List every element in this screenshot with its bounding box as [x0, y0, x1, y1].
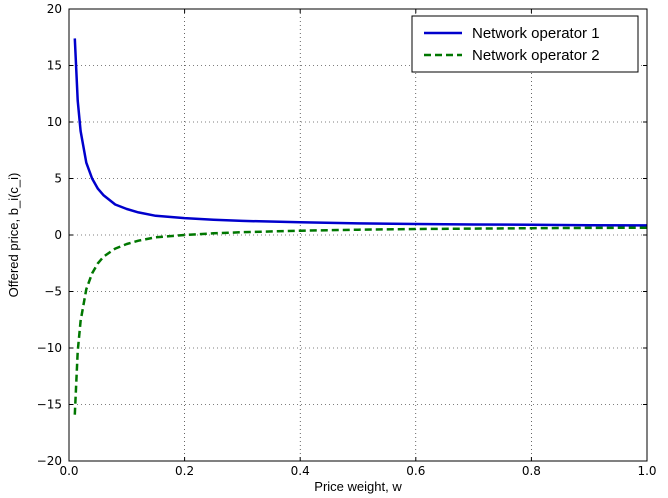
x-tick-label: 0.6: [406, 464, 425, 478]
grid-lines: [69, 9, 647, 461]
y-tick-label: 20: [47, 2, 62, 16]
y-tick-label: −20: [37, 454, 62, 468]
y-tick-label: 0: [54, 228, 62, 242]
x-tick-label: 1.0: [637, 464, 656, 478]
series-layer: [75, 38, 647, 414]
legend: Network operator 1 Network operator 2: [412, 16, 638, 72]
y-tick-label: 15: [47, 59, 62, 73]
x-tick-label: 0.4: [291, 464, 310, 478]
series-line-network-operator-2: [75, 228, 647, 415]
y-tick-label: 10: [47, 115, 62, 129]
x-tick-label: 0.2: [175, 464, 194, 478]
y-tick-label: 5: [54, 172, 62, 186]
y-tick-label: −10: [37, 341, 62, 355]
x-tick-label: 0.8: [522, 464, 541, 478]
legend-label-network-operator-2: Network operator 2: [472, 47, 600, 64]
y-axis-label: Offered price, b_i(c_i): [6, 173, 21, 298]
axis-ticks: 0.0 0.2 0.4 0.6 0.8 1.0 20 15 10 5 0 −5 −10 −15 −20: [37, 2, 657, 478]
y-tick-label: −15: [37, 398, 62, 412]
x-tick-label: 0.0: [59, 464, 78, 478]
legend-label-network-operator-1: Network operator 1: [472, 25, 600, 42]
y-tick-label: −5: [44, 285, 62, 299]
x-axis-label: Price weight, w: [314, 479, 402, 494]
